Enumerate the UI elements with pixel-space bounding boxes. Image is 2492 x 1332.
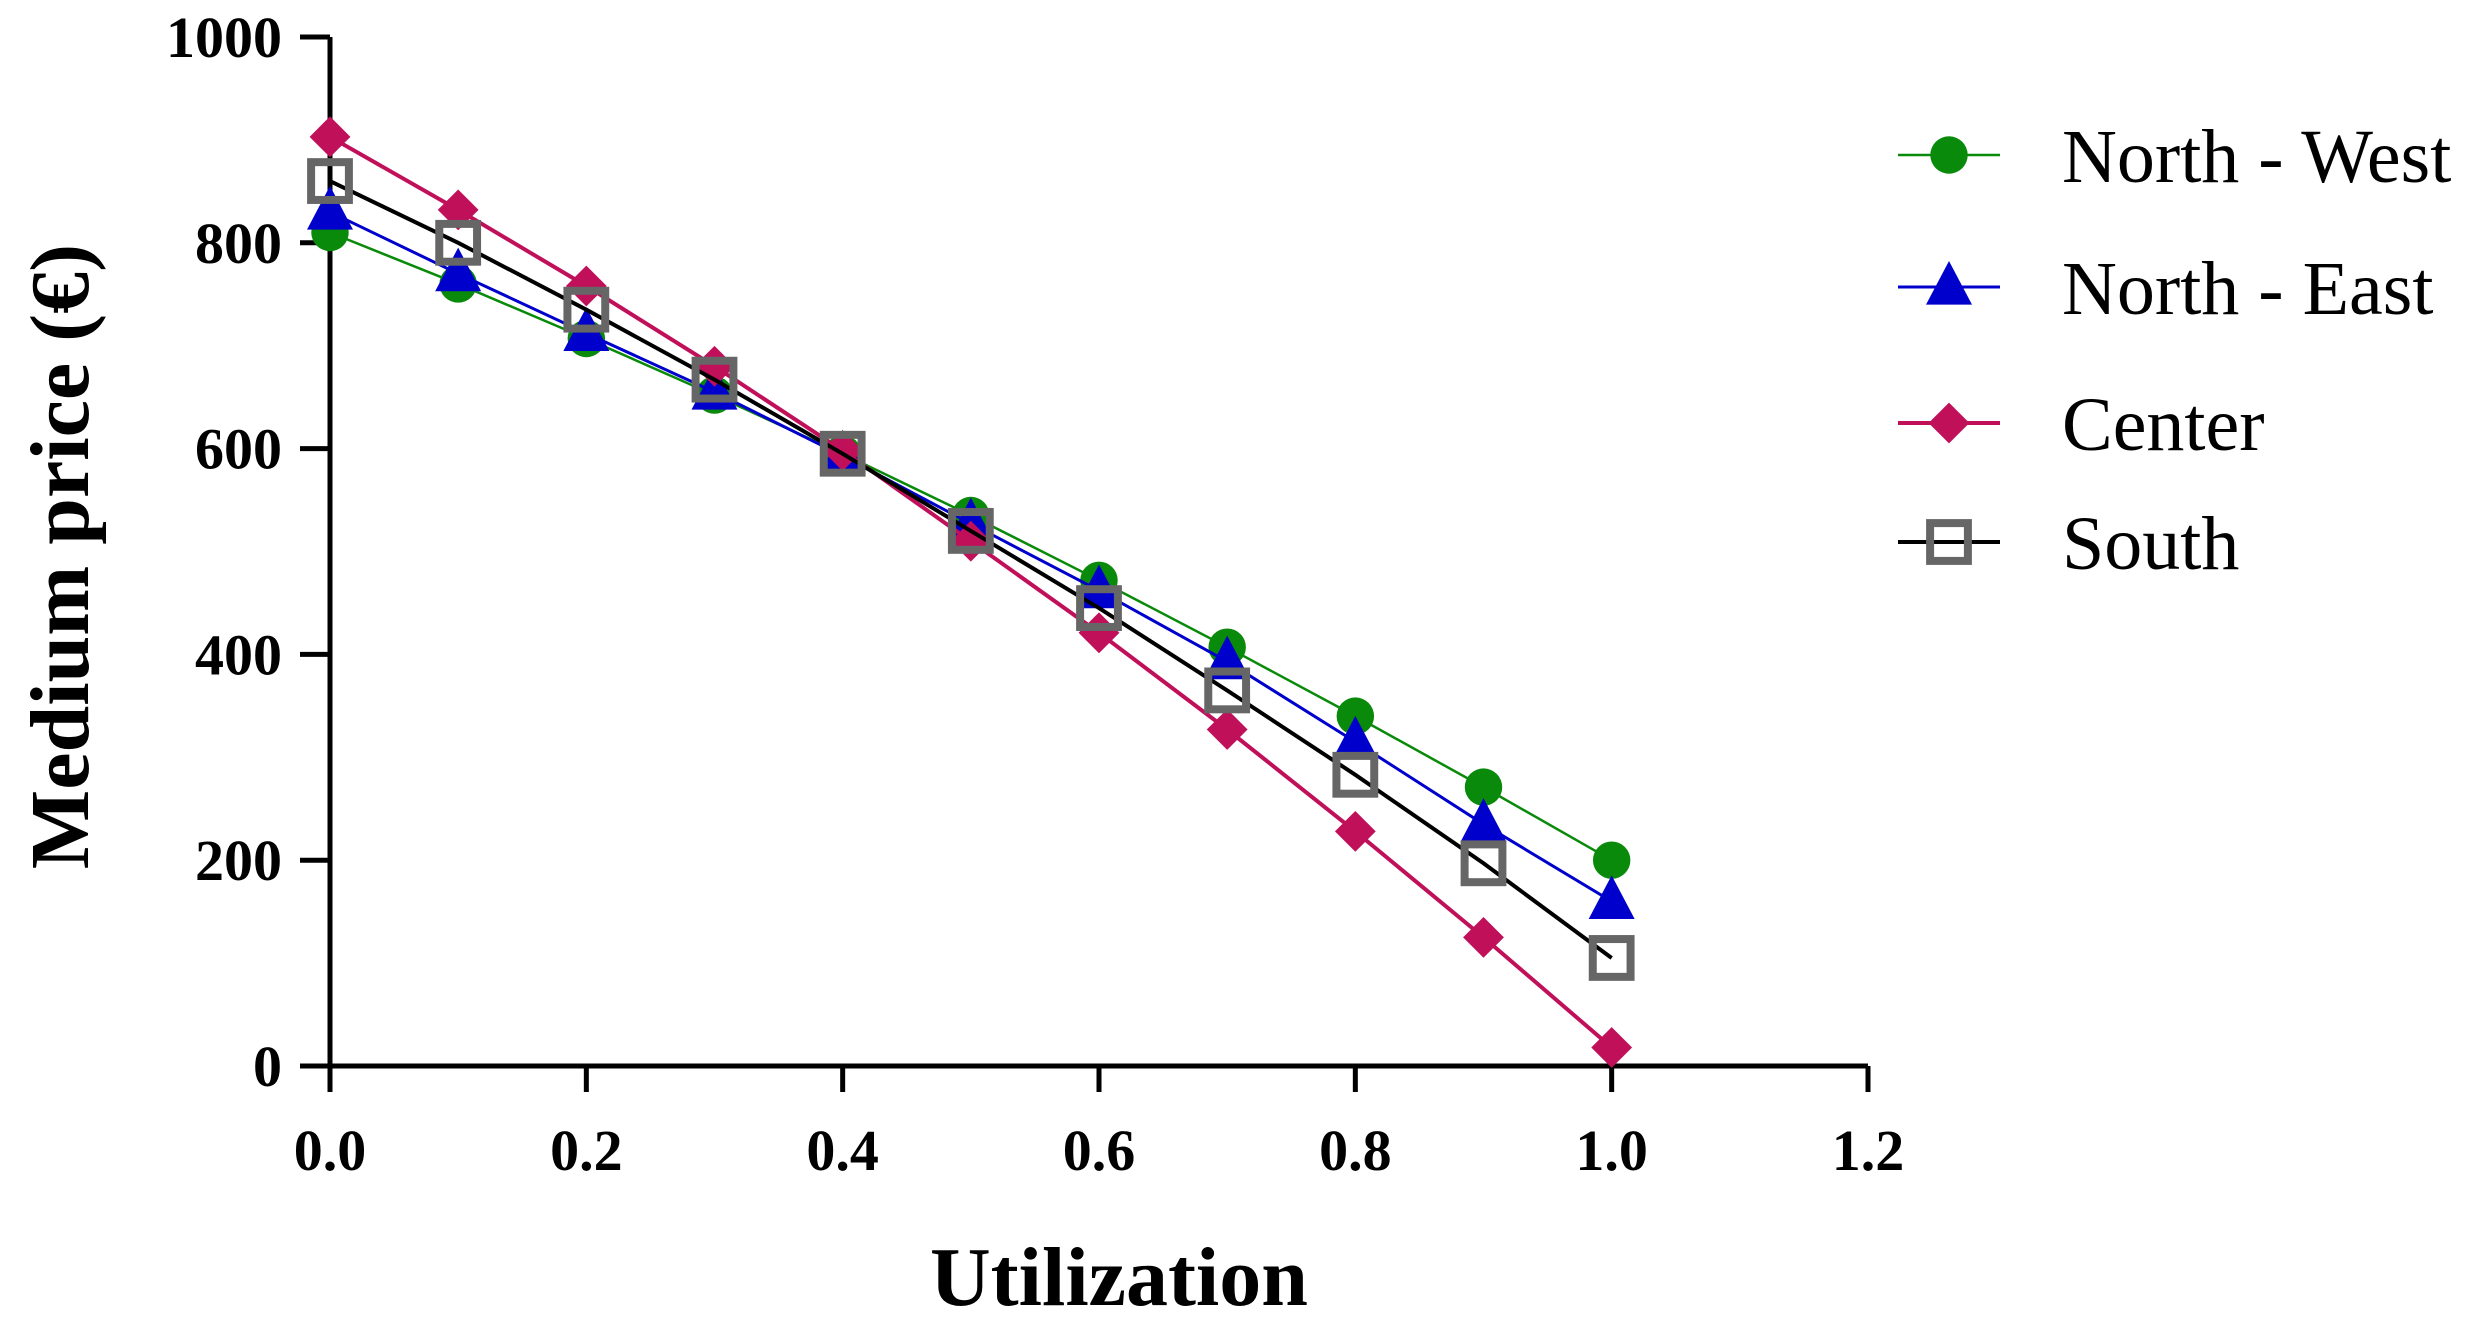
- y-tick-label: 400: [195, 622, 282, 687]
- axes: 0.0 0.2 0.4 0.6 0.8 1.0 1.2 0 200 400 600 800 1000: [166, 5, 1904, 1183]
- data-point: [307, 185, 353, 230]
- series-line: [329, 179, 1613, 960]
- x-tick-label: 1.0: [1575, 1118, 1648, 1183]
- legend: North - West North - East Center South: [1898, 115, 2451, 586]
- data-point: [691, 356, 738, 403]
- data-point: [1076, 585, 1122, 631]
- data-point: [1464, 768, 1503, 806]
- x-tick-label: 0.4: [806, 1118, 879, 1183]
- legend-item: Center: [1898, 383, 2265, 467]
- data-point: [1204, 667, 1251, 714]
- data-point: [1460, 840, 1507, 887]
- legend-marker: [1926, 260, 1972, 305]
- data-point: [307, 158, 353, 204]
- data-point: [819, 430, 866, 477]
- legend-marker: [1928, 402, 1970, 444]
- x-axis-title: Utilization: [930, 1231, 1308, 1324]
- legend-label: South: [2062, 502, 2239, 586]
- data-point: [1460, 798, 1507, 842]
- data-point: [1332, 751, 1379, 798]
- legend-marker: [1930, 136, 1968, 174]
- legend-item: South: [1898, 502, 2239, 586]
- data-point: [563, 286, 610, 333]
- data-point: [947, 508, 994, 554]
- series-south: [307, 158, 1635, 981]
- data-point: [1591, 1027, 1633, 1068]
- data-point: [1463, 916, 1504, 958]
- data-point: [1332, 715, 1379, 760]
- y-tick-label: 1000: [166, 5, 282, 70]
- y-tick-label: 800: [195, 211, 282, 276]
- series-center: [309, 116, 1633, 1068]
- data-point: [1334, 810, 1376, 852]
- legend-item: North - West: [1898, 115, 2451, 199]
- x-tick-label: 0.2: [550, 1118, 623, 1183]
- x-tick-label: 1.2: [1832, 1118, 1905, 1183]
- data-point: [1588, 935, 1635, 981]
- data-point: [1588, 875, 1635, 919]
- y-tick-label: 200: [195, 828, 282, 893]
- data-point: [309, 116, 351, 158]
- data-point: [1592, 841, 1631, 879]
- legend-label: Center: [2062, 383, 2265, 467]
- data-point: [694, 345, 735, 387]
- data-point: [435, 247, 482, 292]
- y-tick-label: 600: [195, 417, 282, 482]
- legend-label: North - East: [2062, 247, 2433, 331]
- legend-marker: [1926, 519, 1972, 565]
- data-point: [947, 497, 994, 542]
- data-point: [435, 219, 482, 266]
- x-tick-label: 0.8: [1319, 1118, 1392, 1183]
- x-tick-label: 0.0: [294, 1118, 367, 1183]
- x-tick-label: 0.6: [1063, 1118, 1136, 1183]
- y-axis-title: Medium price (€): [14, 244, 107, 869]
- legend-label: North - West: [2062, 115, 2451, 199]
- data-point: [1078, 612, 1120, 654]
- series-line: [329, 135, 1613, 1049]
- series-layer: [307, 116, 1635, 1068]
- data-point: [565, 265, 607, 307]
- legend-item: North - East: [1898, 247, 2433, 331]
- data-point: [1206, 709, 1248, 750]
- y-tick-label: 0: [253, 1034, 282, 1099]
